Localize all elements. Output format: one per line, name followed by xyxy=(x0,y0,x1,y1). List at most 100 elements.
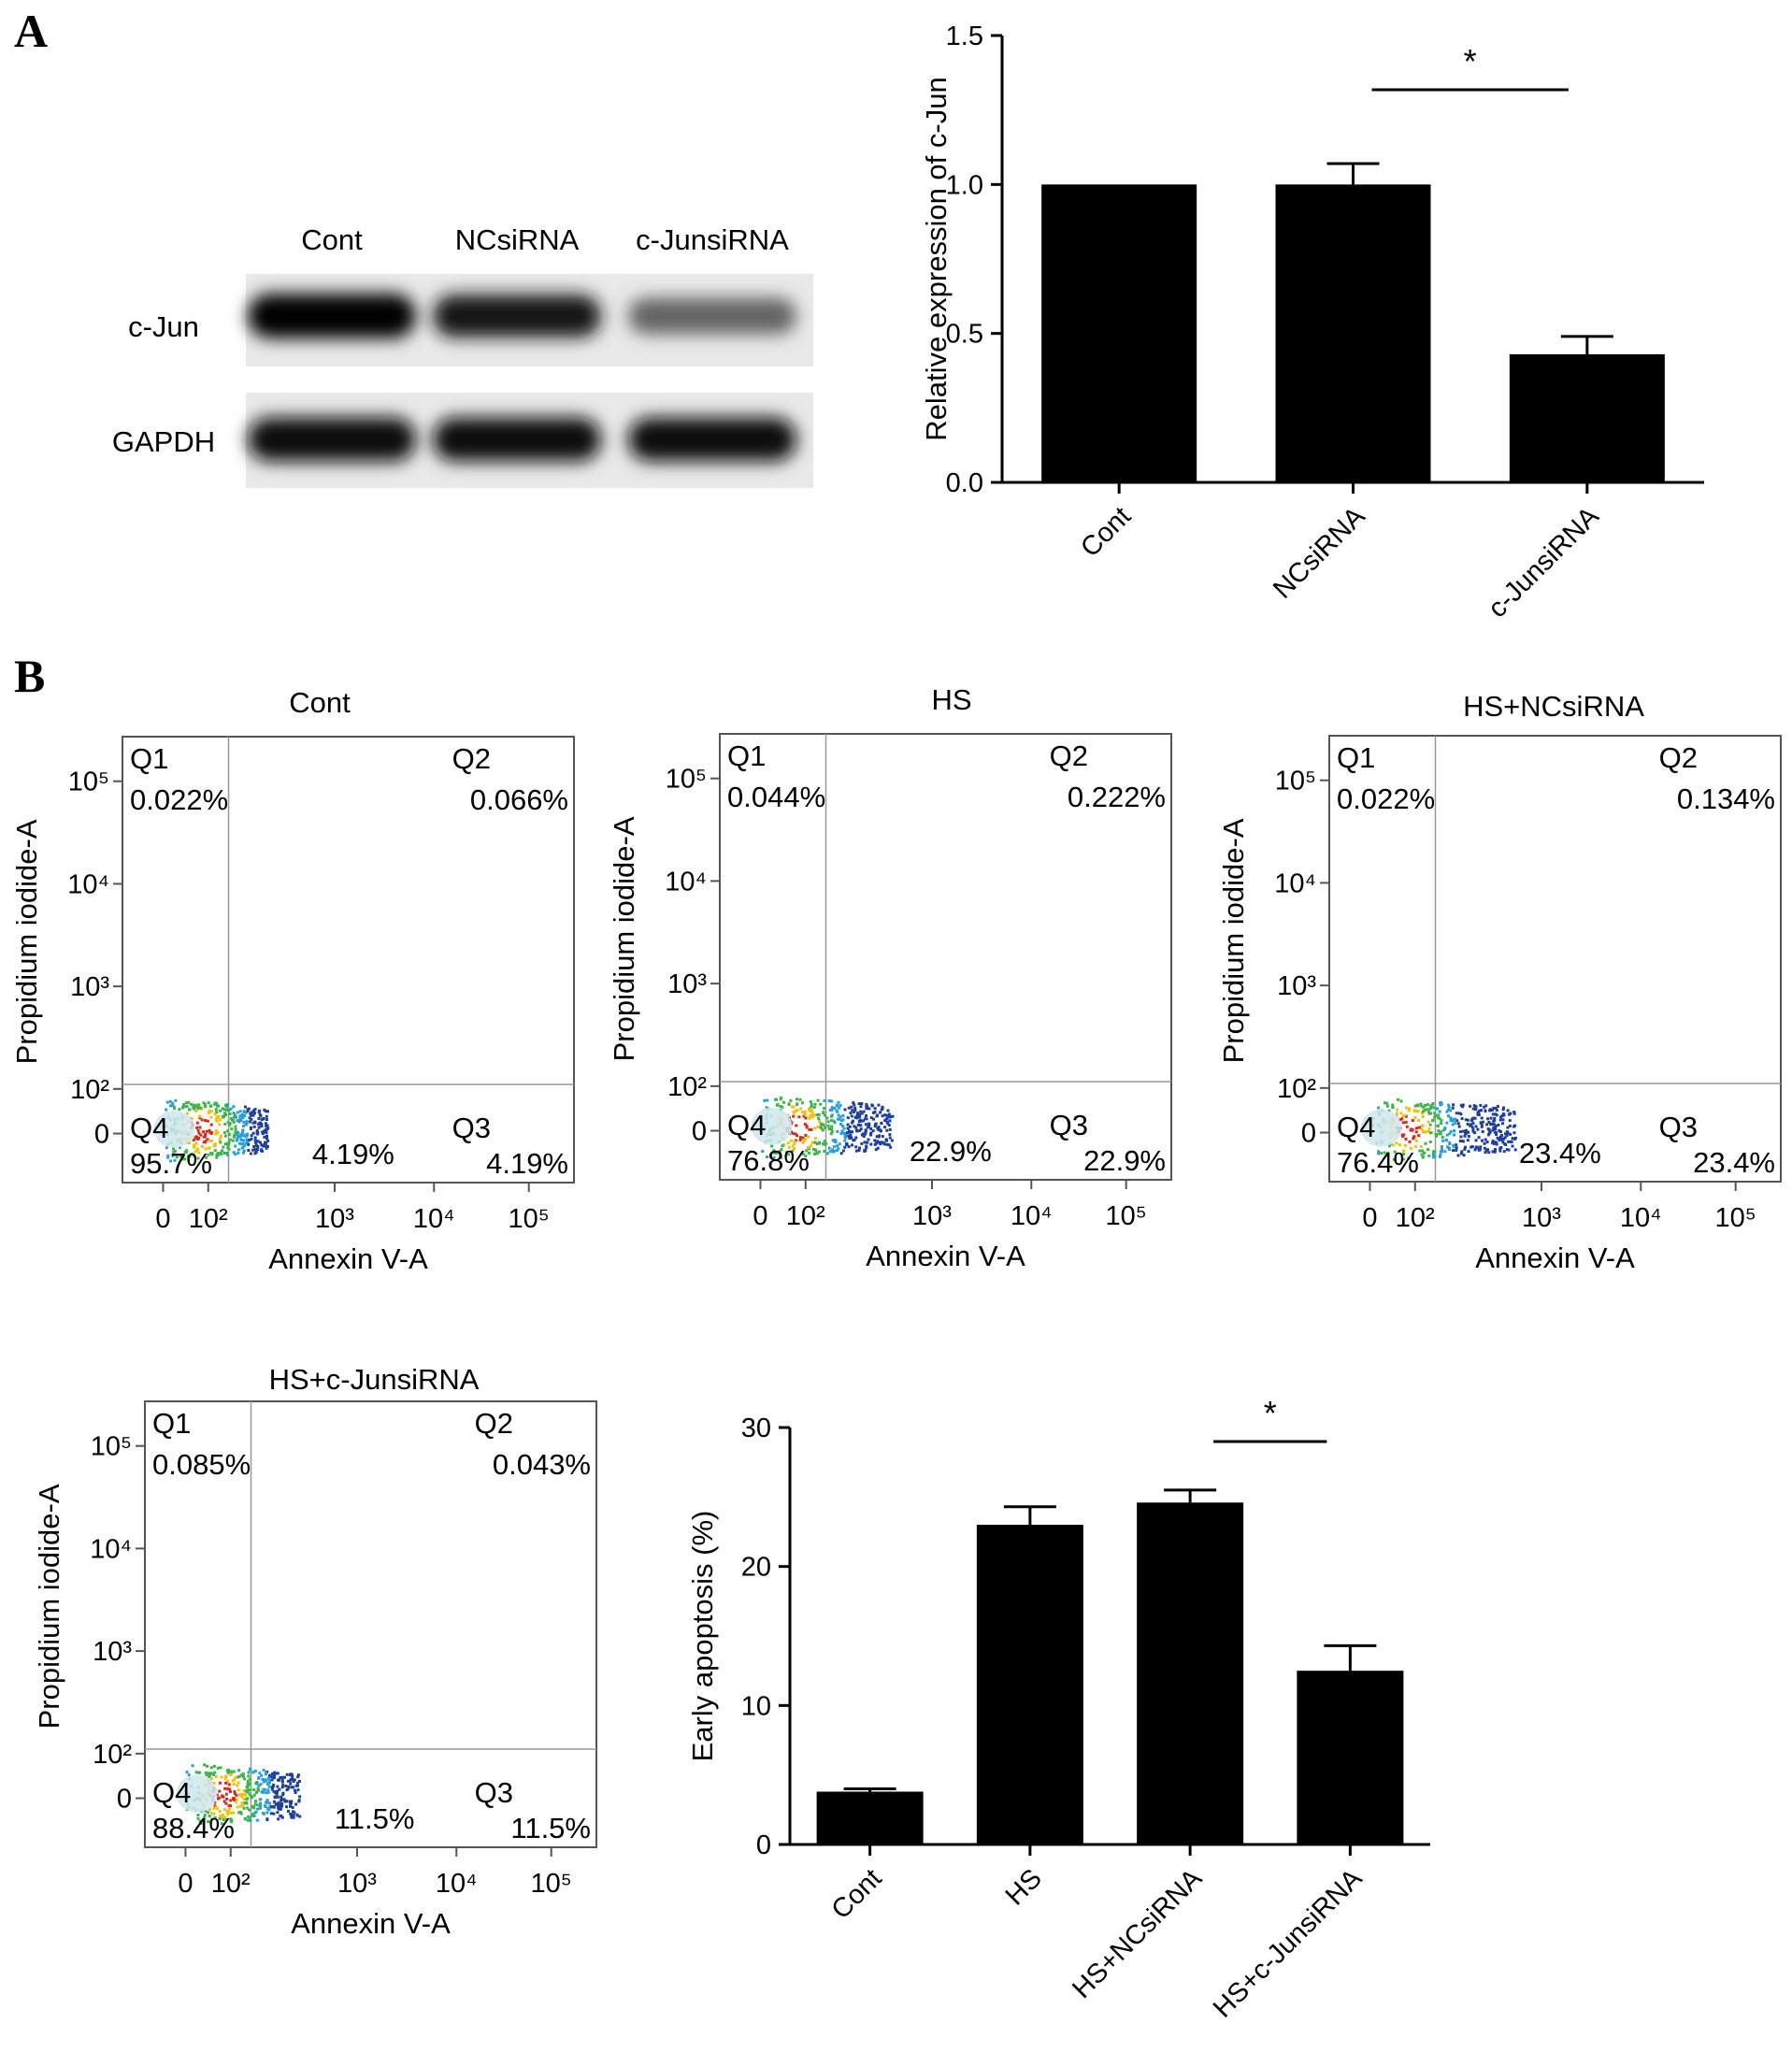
flow-y-tick-label: 0 xyxy=(117,1785,132,1815)
flow-plot-frame xyxy=(144,1400,597,1848)
q4-value: 76.4% xyxy=(1337,1146,1419,1179)
inner-percent: 4.19% xyxy=(312,1138,394,1170)
q3-value: 23.4% xyxy=(1693,1146,1775,1179)
y-tick-label: 1.0 xyxy=(946,170,983,200)
q2-value: 0.066% xyxy=(470,783,568,816)
flow-y-axis-label: Propidium iodide-A xyxy=(1217,818,1250,1063)
bar xyxy=(1297,1671,1404,1844)
flow-y-tick-label: 10³ xyxy=(667,969,707,999)
q2-value: 0.134% xyxy=(1677,782,1775,815)
flow-x-tick-label: 10² xyxy=(211,1869,251,1899)
flow-x-tick-label: 10⁴ xyxy=(413,1204,455,1234)
flow-x-tick-label: 10³ xyxy=(337,1869,377,1899)
lane-label-ncsirna: NCsiRNA xyxy=(455,223,580,256)
blot-band xyxy=(433,417,601,462)
q3-value: 11.5% xyxy=(510,1812,591,1844)
flow-x-tick-label: 10³ xyxy=(315,1204,354,1234)
y-tick-label: 30 xyxy=(741,1413,771,1443)
flow-x-tick-label: 10³ xyxy=(912,1201,952,1231)
scatter-core xyxy=(153,1110,195,1148)
scatter-cloud xyxy=(185,1763,302,1826)
scatter-core xyxy=(176,1774,218,1813)
scatter-core xyxy=(1360,1109,1402,1147)
flow-y-tick-label: 0 xyxy=(1301,1119,1316,1149)
flow-y-tick-label: 10² xyxy=(70,1075,109,1105)
q1-label: Q1 xyxy=(727,739,766,772)
blot-band xyxy=(248,417,416,462)
flow-y-tick-label: 10⁴ xyxy=(67,869,109,899)
panel-b-letter: B xyxy=(14,650,45,702)
blot-band xyxy=(248,294,416,338)
q2-value: 0.222% xyxy=(1068,781,1166,813)
bar xyxy=(1275,184,1431,483)
q1-value: 0.044% xyxy=(727,781,825,813)
x-tick-label: NCsiRNA xyxy=(1268,501,1371,605)
flow-x-tick-label: 10⁴ xyxy=(436,1869,478,1899)
flow-y-tick-label: 10² xyxy=(93,1740,132,1770)
q4-value: 76.8% xyxy=(727,1144,810,1177)
bar-chart-b: 0 10 20 30 Early apoptosis (%) Cont HS HS+NCsiR… xyxy=(686,1394,1430,2024)
q3-label: Q3 xyxy=(475,1776,513,1809)
flow-x-tick-label: 10⁵ xyxy=(509,1204,550,1234)
significance-star: * xyxy=(1264,1394,1277,1432)
q3-label: Q3 xyxy=(1659,1111,1698,1143)
bar xyxy=(976,1525,1083,1844)
q1-value: 0.022% xyxy=(130,783,228,816)
flow-x-axis-label: Annexin V-A xyxy=(1475,1241,1635,1274)
flow-plot-title: HS+c-JunsiRNA xyxy=(269,1363,480,1396)
flow-y-tick-label: 10² xyxy=(667,1072,707,1102)
x-tick-label: Cont xyxy=(1075,501,1137,563)
q2-label: Q2 xyxy=(475,1407,513,1440)
flow-plot: HS+c-JunsiRNAQ10.085%Q20.043%Q488.4%Q311… xyxy=(33,1363,597,1940)
q4-label: Q4 xyxy=(152,1776,191,1809)
y-tick-label: 20 xyxy=(741,1553,771,1583)
flow-x-tick-label: 0 xyxy=(155,1204,170,1234)
flow-y-tick-label: 10³ xyxy=(70,972,109,1002)
y-axis-label: Relative expression of c-Jun xyxy=(920,77,953,440)
q1-label: Q1 xyxy=(152,1407,191,1440)
y-tick-label: 0 xyxy=(756,1830,771,1860)
flow-plot-title: HS+NCsiRNA xyxy=(1463,690,1644,723)
flow-plot-frame xyxy=(122,736,575,1184)
flow-plot-title: HS xyxy=(931,683,971,716)
scatter-cloud xyxy=(1370,1098,1517,1162)
flow-x-tick-label: 10⁵ xyxy=(1106,1201,1147,1231)
scatter-cloud xyxy=(165,1098,270,1163)
bar xyxy=(816,1791,924,1844)
flow-x-tick-label: 10² xyxy=(1396,1203,1435,1233)
bar xyxy=(1137,1502,1244,1844)
q1-label: Q1 xyxy=(1337,741,1375,774)
flow-plot-frame xyxy=(719,733,1172,1181)
blot-row-label-gapdh: GAPDH xyxy=(112,425,215,458)
q2-label: Q2 xyxy=(1050,739,1088,772)
q3-label: Q3 xyxy=(452,1112,491,1144)
bar xyxy=(1041,184,1197,483)
q4-label: Q4 xyxy=(130,1112,168,1144)
lane-label-cont: Cont xyxy=(301,223,363,256)
q4-label: Q4 xyxy=(727,1109,766,1141)
flow-y-tick-label: 10⁴ xyxy=(665,867,707,897)
y-axis-label: Early apoptosis (%) xyxy=(686,1511,719,1762)
flow-plot: HS+NCsiRNAQ10.022%Q20.134%Q476.4%Q323.4%… xyxy=(1217,690,1782,1274)
q1-value: 0.022% xyxy=(1337,782,1435,815)
flow-plots: ContQ10.022%Q20.066%Q495.7%Q34.19%4.19%0… xyxy=(10,683,1782,1940)
flow-x-tick-label: 10² xyxy=(189,1204,228,1234)
inner-percent: 22.9% xyxy=(910,1135,992,1168)
q3-value: 4.19% xyxy=(486,1147,568,1180)
q4-value: 88.4% xyxy=(152,1812,235,1844)
blot-band xyxy=(628,417,796,462)
blot-row-label-c-jun: c-Jun xyxy=(128,310,199,343)
q4-value: 95.7% xyxy=(130,1147,212,1180)
q3-value: 22.9% xyxy=(1083,1144,1166,1177)
flow-x-tick-label: 10² xyxy=(786,1201,825,1231)
scatter-cloud xyxy=(761,1096,895,1159)
western-blot: Cont NCsiRNA c-JunsiRNA c-Jun GAPDH xyxy=(112,223,813,488)
q2-label: Q2 xyxy=(452,742,491,775)
x-tick-label: HS+NCsiRNA xyxy=(1067,1863,1208,2004)
flow-y-tick-label: 0 xyxy=(94,1120,109,1150)
flow-plot: ContQ10.022%Q20.066%Q495.7%Q34.19%4.19%0… xyxy=(10,686,575,1275)
bar-chart-a: 0.0 0.5 1.0 1.5 Relative expression of c-Jun… xyxy=(920,22,1704,624)
y-tick-label: 1.5 xyxy=(946,22,983,51)
